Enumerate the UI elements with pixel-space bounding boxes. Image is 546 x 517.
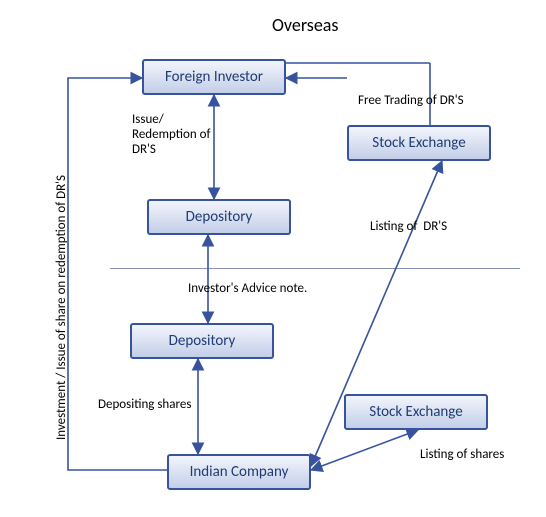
node-depository_bottom: Depository <box>130 323 274 359</box>
lbl_listing_shares: Listing of shares <box>420 448 504 463</box>
diagram-title: Overseas <box>272 14 338 36</box>
lbl_free_trading: Free Trading of DR'S <box>358 94 464 109</box>
node-foreign_investor: Foreign Investor <box>142 59 286 95</box>
node-label: Stock Exchange <box>369 404 462 421</box>
lbl_investment: Investment / Issue of share on redemptio… <box>54 175 69 440</box>
node-label: Indian Company <box>190 464 289 481</box>
lbl_listing_drs: Listing of DR'S <box>370 220 447 235</box>
node-stock_exchange_bot: Stock Exchange <box>344 394 488 430</box>
node-label: Depository <box>169 333 236 350</box>
node-label: Foreign Investor <box>165 69 263 86</box>
node-stock_exchange_top: Stock Exchange <box>347 125 491 161</box>
node-depository_top: Depository <box>147 199 291 235</box>
node-label: Stock Exchange <box>372 135 465 152</box>
lbl_issue_redemp: Issue/ Redemption of DR'S <box>132 113 210 158</box>
node-indian_company: Indian Company <box>167 454 311 490</box>
diagram-stage: Overseas Foreign Investor Stock Exchange De… <box>0 0 546 517</box>
lbl_advice: Investor's Advice note. <box>188 282 307 297</box>
edge-ic_se_bot <box>311 430 418 470</box>
node-label: Depository <box>186 209 253 226</box>
section-divider <box>110 268 520 269</box>
lbl_depositing: Depositing shares <box>98 398 191 413</box>
